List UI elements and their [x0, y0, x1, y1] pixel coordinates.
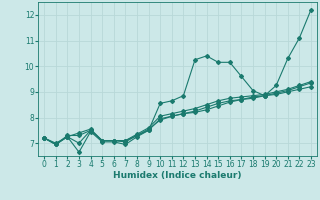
X-axis label: Humidex (Indice chaleur): Humidex (Indice chaleur)	[113, 171, 242, 180]
